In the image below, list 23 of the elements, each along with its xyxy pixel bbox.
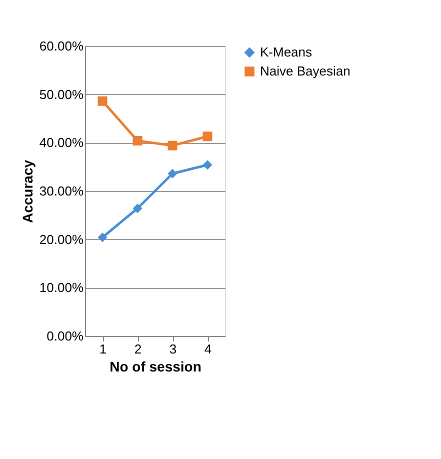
point: [168, 140, 178, 150]
point: [132, 136, 142, 146]
x-tick-label: 3: [169, 342, 177, 356]
x-tick-label: 2: [134, 342, 142, 356]
y-axis-title: Accuracy: [19, 160, 36, 224]
y-tick-label: 60.00%: [39, 38, 84, 54]
y-tick-label: 20.00%: [39, 232, 84, 247]
point: [98, 96, 108, 106]
y-tick-label: 0.00%: [46, 328, 84, 344]
legend-label: K-Means: [260, 44, 313, 60]
point: [98, 232, 108, 242]
legend-label: Naive Bayesian: [260, 64, 350, 78]
x-tick-label: 4: [204, 342, 212, 356]
x-tick-label: 1: [99, 342, 107, 356]
point: [132, 204, 142, 214]
x-axis-title: No of session: [110, 358, 202, 374]
y-tick-label: 10.00%: [39, 280, 84, 296]
point: [202, 160, 212, 170]
y-tick-label: 50.00%: [39, 86, 84, 102]
point: [168, 168, 178, 178]
point: [202, 132, 212, 142]
y-tick-label: 30.00%: [39, 184, 84, 198]
y-tick-label: 40.00%: [39, 135, 84, 150]
